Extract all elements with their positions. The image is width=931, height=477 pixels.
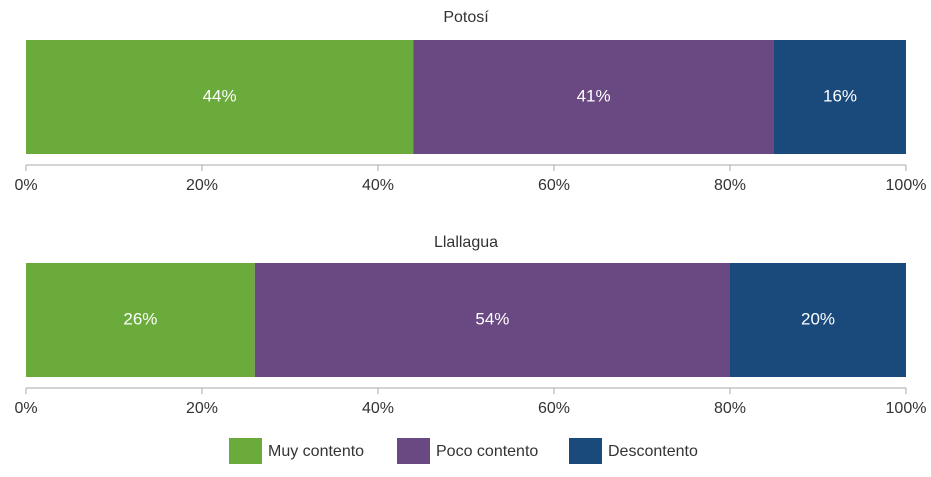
x-tick-label: 20% [186,177,218,194]
data-label: 26% [123,309,157,328]
legend-label: Muy contento [268,443,364,460]
x-tick-label: 40% [362,400,394,417]
data-label: 16% [823,86,857,105]
data-label: 41% [577,86,611,105]
legend-swatch [569,438,602,464]
data-label: 20% [801,309,835,328]
bar-segment [26,40,414,154]
panel-title: Potosí [443,9,489,26]
x-tick-label: 20% [186,400,218,417]
x-tick-label: 80% [714,177,746,194]
x-tick-label: 0% [14,177,37,194]
bar-segment [774,40,906,154]
legend-swatch [229,438,262,464]
x-tick-label: 100% [886,400,927,417]
data-label: 44% [203,86,237,105]
legend-label: Descontento [608,443,698,460]
x-tick-label: 0% [14,400,37,417]
data-label: 54% [475,309,509,328]
legend-label: Poco contento [436,443,538,460]
bar-segment [730,263,906,377]
panel-title: Llallagua [434,234,498,251]
bar-segment [26,263,255,377]
x-tick-label: 60% [538,400,570,417]
bar-segment [254,263,731,377]
x-tick-label: 80% [714,400,746,417]
legend-swatch [397,438,430,464]
x-tick-label: 40% [362,177,394,194]
x-tick-label: 100% [886,177,927,194]
bar-group [26,263,906,377]
bar-group [26,40,906,154]
x-tick-label: 60% [538,177,570,194]
bar-segment [413,40,774,154]
